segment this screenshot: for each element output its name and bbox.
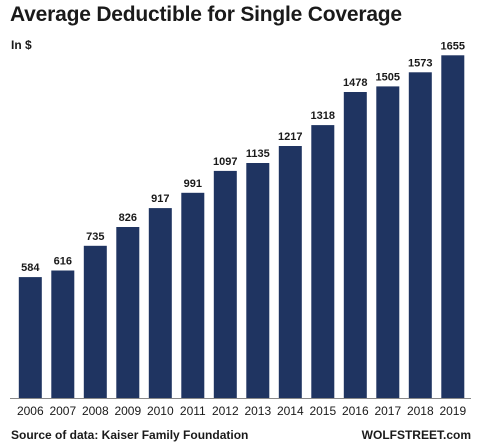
bar-2007 (51, 270, 75, 398)
x-tick-label-2018: 2018 (407, 404, 434, 418)
value-label-2010: 917 (151, 193, 169, 205)
x-tick-label-2015: 2015 (309, 404, 336, 418)
bar-2006 (18, 277, 42, 398)
value-label-2013: 1135 (246, 148, 270, 160)
bars-layer (18, 55, 465, 399)
value-label-2012: 1097 (213, 156, 237, 168)
x-tick-label-2014: 2014 (277, 404, 304, 418)
value-label-2011: 991 (184, 178, 202, 190)
x-tick-label-2019: 2019 (439, 404, 466, 418)
bar-2015 (311, 125, 335, 398)
value-label-2009: 826 (119, 212, 137, 224)
value-label-2008: 735 (86, 231, 104, 243)
source-note: Source of data: Kaiser Family Foundation (11, 428, 249, 442)
bar-2012 (213, 170, 237, 398)
chart-title: Average Deductible for Single Coverage (10, 3, 402, 26)
bar-2009 (116, 227, 140, 398)
bar-2014 (278, 146, 302, 398)
x-tick-label-2013: 2013 (244, 404, 271, 418)
x-tick-label-2017: 2017 (374, 404, 401, 418)
value-label-2007: 616 (54, 256, 72, 268)
value-label-2019: 1655 (441, 40, 465, 52)
site-credit: WOLFSTREET.com (361, 428, 471, 442)
bar-2016 (343, 92, 367, 398)
bar-2013 (246, 163, 270, 398)
value-labels-layer: 584 616 735 826 917 991 1097 1135 1217 1318 1478 15… (21, 40, 465, 274)
x-tick-label-2008: 2008 (82, 404, 109, 418)
bar-2017 (376, 86, 400, 399)
value-label-2014: 1217 (278, 131, 302, 143)
bar-2011 (181, 192, 205, 398)
value-label-2006: 584 (21, 262, 40, 274)
bar-2019 (441, 55, 465, 399)
x-tick-label-2016: 2016 (342, 404, 369, 418)
value-label-2015: 1318 (311, 110, 335, 122)
x-tick-label-2011: 2011 (180, 404, 206, 418)
bar-2010 (148, 208, 172, 398)
unit-label: In $ (11, 38, 32, 52)
x-tick-label-2010: 2010 (147, 404, 174, 418)
x-tick-label-2007: 2007 (49, 404, 76, 418)
x-tick-label-2009: 2009 (114, 404, 141, 418)
x-tick-label-2006: 2006 (17, 404, 44, 418)
x-tick-label-2012: 2012 (212, 404, 239, 418)
bar-2008 (83, 245, 107, 398)
bar-2018 (408, 72, 432, 399)
value-label-2018: 1573 (408, 57, 432, 69)
x-tick-labels: 2006 2007 2008 2009 2010 2011 2012 2013 2014 2015… (17, 404, 467, 418)
value-label-2017: 1505 (376, 71, 400, 83)
value-label-2016: 1478 (343, 77, 367, 89)
